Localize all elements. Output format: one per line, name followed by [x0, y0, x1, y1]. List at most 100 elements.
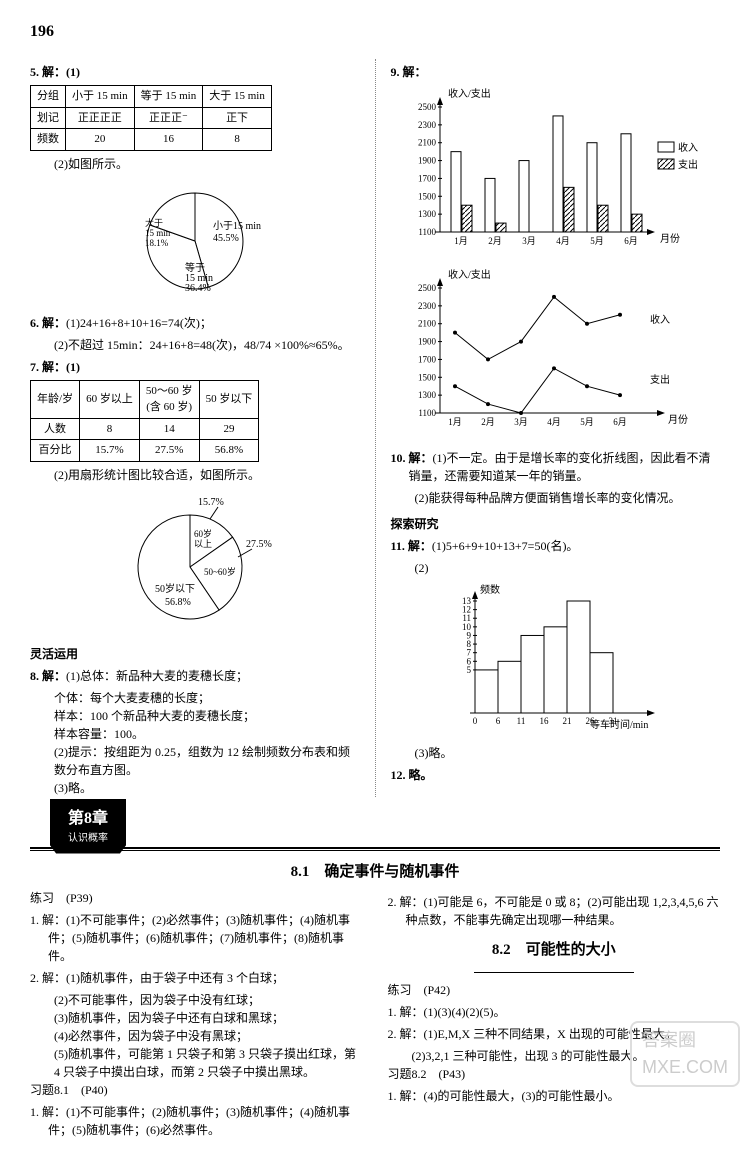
svg-text:1300: 1300 — [418, 390, 437, 400]
svg-text:以上: 以上 — [194, 539, 212, 549]
q9-label: 9. 解： — [391, 63, 721, 81]
q5-sub2: (2)如图所示。 — [30, 155, 360, 173]
svg-text:56.8%: 56.8% — [165, 597, 191, 608]
svg-text:6月: 6月 — [613, 417, 627, 427]
s81-l0: 1. 解：(1)不可能事件；(2)必然事件；(3)随机事件；(4)随机事件；(5… — [30, 911, 363, 965]
svg-text:1500: 1500 — [418, 191, 437, 201]
s81-l2: (2)不可能事件，因为袋子中没有红球； — [30, 991, 363, 1009]
watermark: 答案圈 MXE.COM — [630, 1021, 740, 1087]
svg-text:1700: 1700 — [418, 173, 437, 183]
svg-text:1500: 1500 — [418, 372, 437, 382]
s81-r0: 2. 解：(1)可能是 6，不可能是 0 或 8；(2)可能出现 1,2,3,4… — [388, 893, 721, 929]
q11: 11. 解：(1)5+6+9+10+13+7=50(名)。 — [391, 537, 721, 555]
right-column: 9. 解： 收入/支出 1100130015001700190021002300… — [375, 59, 721, 797]
s81-ex-label: 习题8.1 (P40) — [30, 1081, 363, 1099]
svg-text:支出: 支出 — [678, 158, 698, 171]
chapter-bar: 第8章 认识概率 — [30, 817, 720, 851]
svg-text:收入: 收入 — [650, 313, 670, 326]
svg-text:11: 11 — [463, 613, 472, 623]
svg-text:1300: 1300 — [418, 209, 437, 219]
svg-text:0: 0 — [473, 716, 478, 726]
q7-pie: 15.7% 27.5% 60岁 以上 50~60岁 50岁以下 56.8% — [30, 492, 360, 637]
svg-text:60岁: 60岁 — [194, 528, 212, 539]
svg-text:12: 12 — [462, 605, 471, 615]
svg-text:频数: 频数 — [480, 583, 500, 596]
svg-text:6: 6 — [467, 656, 472, 666]
explore-heading: 探索研究 — [391, 515, 721, 533]
left-column: 5. 解：(1) 分组小于 15 min 等于 15 min大于 15 min … — [30, 59, 360, 797]
svg-text:27.5%: 27.5% — [246, 539, 272, 550]
q7-table: 年龄/岁60 岁以上 50～60 岁 (含 60 岁)50 岁以下 人数8 14… — [30, 380, 259, 462]
q5-pie: 小于15 min 45.5% 等于 15 min 36.4% 大于 15 min… — [30, 181, 360, 306]
svg-text:2100: 2100 — [418, 319, 437, 329]
q8: 8. 解：(1)总体：新品种大麦的麦穗长度； — [30, 667, 360, 685]
svg-text:36.4%: 36.4% — [185, 283, 211, 294]
svg-text:21: 21 — [563, 716, 572, 726]
s81-l1: 2. 解：(1)随机事件，由于袋子中还有 3 个白球； — [30, 969, 363, 987]
svg-text:收入: 收入 — [678, 141, 698, 154]
q8-l4: (2)提示：按组距为 0.25，组数为 12 绘制频数分布表和频数分布直方图。 — [30, 743, 360, 779]
svg-text:3月: 3月 — [522, 236, 536, 246]
q11-l2: (2) — [391, 559, 721, 577]
q9-line-chart: 收入/支出 11001300150017001900210023002500 1… — [391, 268, 721, 443]
q10: 10. 解：(1)不一定。由于是增长率的变化折线图，因此看不清销量，还需要知道某… — [391, 449, 721, 485]
q8-l2: 样本：100 个新品种大麦的麦穗长度； — [30, 707, 360, 725]
svg-text:2300: 2300 — [418, 120, 437, 130]
s82-ex: 1. 解：(4)的可能性最大，(3)的可能性最小。 — [388, 1087, 721, 1105]
svg-text:5月: 5月 — [580, 417, 594, 427]
q8-l3: 样本容量：100。 — [30, 725, 360, 743]
svg-text:小于15 min: 小于15 min — [213, 220, 261, 232]
svg-text:1月: 1月 — [454, 236, 468, 246]
svg-text:6: 6 — [496, 716, 501, 726]
svg-text:5: 5 — [467, 665, 472, 675]
q11-histogram: 频数 5678910111213 061116212631 等车时间/min — [391, 583, 721, 738]
s81-l4: (4)必然事件，因为袋子中没有黑球； — [30, 1027, 363, 1045]
s81-practice-label: 练习 (P39) — [30, 889, 363, 907]
svg-text:13: 13 — [462, 596, 472, 606]
s82-i0: 1. 解：(1)(3)(4)(2)(5)。 — [388, 1003, 721, 1021]
svg-text:9: 9 — [467, 630, 472, 640]
s81-ex0: 1. 解：(1)不可能事件；(2)随机事件；(3)随机事件；(4)随机事件；(5… — [30, 1103, 363, 1139]
svg-text:8: 8 — [467, 639, 472, 649]
svg-text:2月: 2月 — [488, 236, 502, 246]
svg-text:16: 16 — [540, 716, 550, 726]
q7-label: 7. 解：(1) — [30, 358, 360, 376]
q9-bar-chart: 收入/支出 11001300150017001900210023002500 1… — [391, 87, 721, 262]
svg-text:支出: 支出 — [650, 373, 670, 386]
svg-text:18.1%: 18.1% — [145, 238, 169, 248]
svg-text:7: 7 — [467, 648, 472, 658]
svg-text:15.7%: 15.7% — [198, 497, 224, 508]
s82-practice-label: 练习 (P42) — [388, 981, 721, 999]
svg-text:1900: 1900 — [418, 337, 437, 347]
q5-label: 5. 解：(1) — [30, 63, 360, 81]
svg-text:1月: 1月 — [448, 417, 462, 427]
q8-l1: 个体：每个大麦麦穗的长度； — [30, 689, 360, 707]
chapter-tag: 第8章 认识概率 — [50, 799, 126, 854]
svg-text:4月: 4月 — [556, 236, 570, 246]
svg-text:月份: 月份 — [660, 233, 680, 245]
q12: 12. 略。 — [391, 766, 721, 784]
svg-text:收入/支出: 收入/支出 — [448, 268, 491, 281]
q5-table: 分组小于 15 min 等于 15 min大于 15 min 划记正正正正 正正… — [30, 85, 272, 151]
s81-l3: (3)随机事件，因为袋子中还有白球和黑球； — [30, 1009, 363, 1027]
q8-l5: (3)略。 — [30, 779, 360, 797]
svg-text:2100: 2100 — [418, 138, 437, 148]
svg-text:6月: 6月 — [624, 236, 638, 246]
svg-text:2300: 2300 — [418, 301, 437, 311]
q6-line2: (2)不超过 15min：24+16+8=48(次)，48/74 ×100%≈6… — [30, 336, 360, 354]
s81-l5: (5)随机事件，可能第 1 只袋子和第 3 只袋子摸出红球，第 4 只袋子中摸出… — [30, 1045, 363, 1081]
svg-text:10: 10 — [462, 622, 472, 632]
page-number: 196 — [30, 20, 720, 44]
q10-l2: (2)能获得每种品牌方便面销售增长率的变化情况。 — [391, 489, 721, 507]
svg-text:等车时间/min: 等车时间/min — [590, 718, 648, 731]
svg-text:月份: 月份 — [668, 414, 688, 426]
q6: 6. 解：(1)24+16+8+10+16=74(次)； — [30, 314, 360, 332]
svg-text:1900: 1900 — [418, 156, 437, 166]
svg-text:2月: 2月 — [481, 417, 495, 427]
section-81-title: 8.1 确定事件与随机事件 — [30, 861, 720, 884]
q11-l3: (3)略。 — [391, 744, 721, 762]
svg-text:收入/支出: 收入/支出 — [448, 87, 491, 100]
svg-text:4月: 4月 — [547, 417, 561, 427]
svg-text:2500: 2500 — [418, 283, 437, 293]
flex-use-heading: 灵活运用 — [30, 645, 360, 663]
